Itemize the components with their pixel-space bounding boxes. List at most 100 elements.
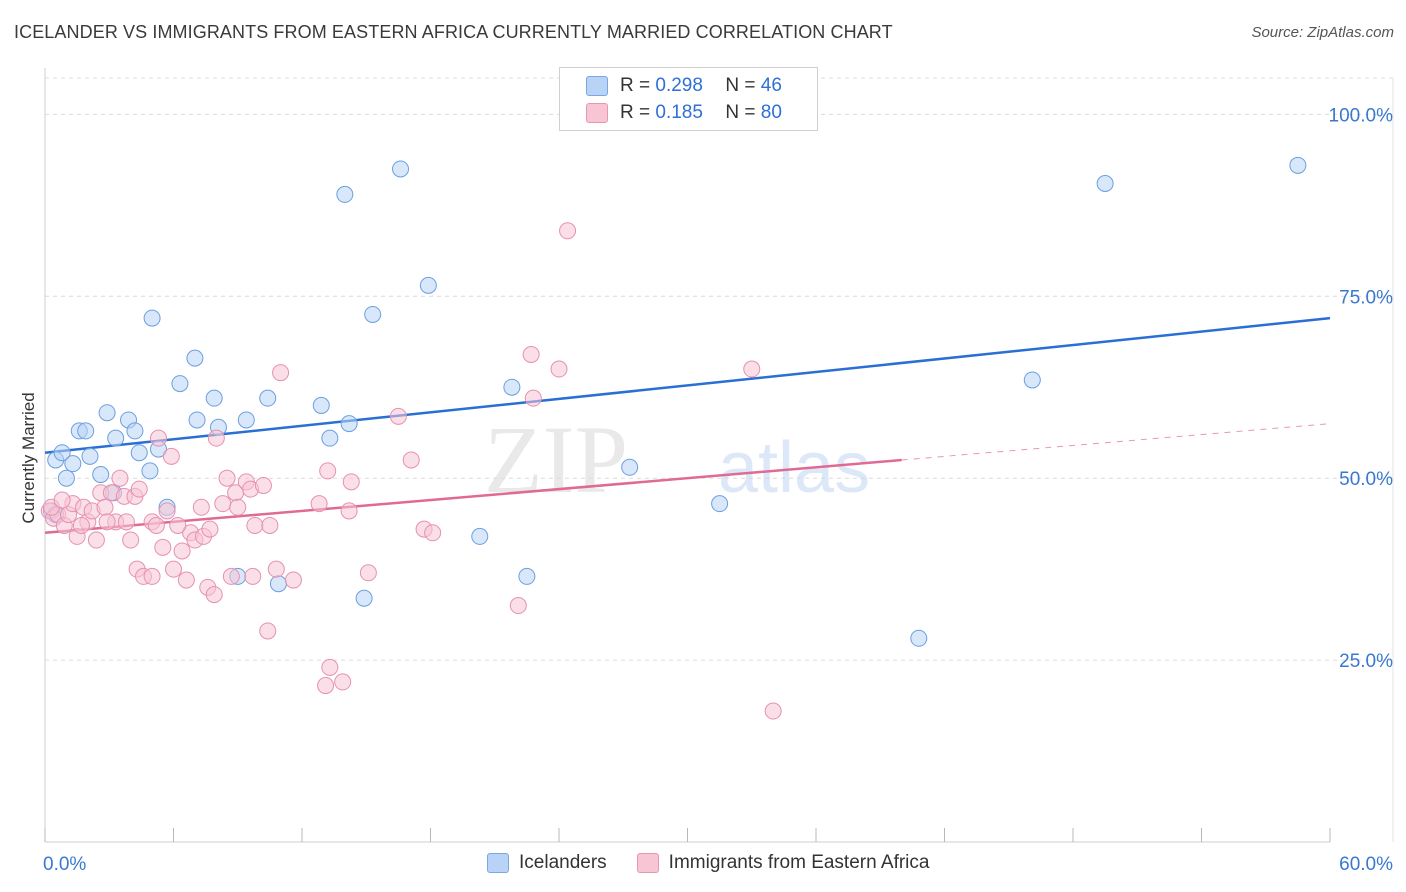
point-eastern-africa <box>244 567 262 585</box>
trendline-icelanders <box>44 316 1331 454</box>
source-credit: Source: ZipAtlas.com <box>1251 24 1394 41</box>
y-tick-label: 75.0% <box>1339 287 1393 308</box>
legend-swatch-pink <box>636 853 659 873</box>
point-icelanders <box>364 305 382 323</box>
r-label: R = <box>620 75 651 96</box>
data-points <box>40 156 1307 720</box>
point-eastern-africa <box>559 222 577 240</box>
legend-item-icelanders[interactable]: Icelanders <box>487 852 607 874</box>
point-icelanders <box>259 389 277 407</box>
point-eastern-africa <box>389 407 407 425</box>
point-eastern-africa <box>272 364 290 382</box>
point-eastern-africa <box>284 571 302 589</box>
legend-label: Icelanders <box>519 852 607 873</box>
point-icelanders <box>141 462 159 480</box>
point-eastern-africa <box>340 502 358 520</box>
stats-row-icelanders: R = 0.298 N = 46 <box>586 74 782 98</box>
point-eastern-africa <box>334 673 352 691</box>
point-icelanders <box>81 447 99 465</box>
point-eastern-africa <box>72 516 90 534</box>
point-icelanders <box>98 404 116 422</box>
y-tick-label: 25.0% <box>1339 651 1393 672</box>
point-eastern-africa <box>205 586 223 604</box>
point-eastern-africa <box>207 429 225 447</box>
point-eastern-africa <box>192 498 210 516</box>
y-axis-label: Currently Married <box>19 392 38 523</box>
point-eastern-africa <box>143 567 161 585</box>
point-icelanders <box>57 469 75 487</box>
point-eastern-africa <box>96 498 114 516</box>
point-eastern-africa <box>177 571 195 589</box>
point-icelanders <box>269 575 287 593</box>
point-eastern-africa <box>173 542 191 560</box>
point-icelanders <box>392 160 410 178</box>
point-eastern-africa <box>321 658 339 676</box>
point-eastern-africa <box>87 531 105 549</box>
point-icelanders <box>471 527 489 545</box>
point-icelanders <box>130 444 148 462</box>
point-eastern-africa <box>310 495 328 513</box>
point-eastern-africa <box>222 567 240 585</box>
point-eastern-africa <box>150 429 168 447</box>
legend-item-eastern-africa[interactable]: Immigrants from Eastern Africa <box>636 852 930 874</box>
y-tick-label: 50.0% <box>1339 469 1393 490</box>
point-icelanders <box>53 444 71 462</box>
point-eastern-africa <box>317 677 335 695</box>
point-eastern-africa <box>117 513 135 531</box>
point-eastern-africa <box>162 447 180 465</box>
point-icelanders <box>107 429 125 447</box>
legend-label: Immigrants from Eastern Africa <box>668 852 930 873</box>
point-eastern-africa <box>218 469 236 487</box>
trendline-eastern-africa <box>44 458 902 535</box>
point-eastern-africa <box>550 360 568 378</box>
axes <box>44 68 1394 843</box>
n-label: N = <box>725 75 756 96</box>
point-icelanders <box>910 629 928 647</box>
point-icelanders <box>419 276 437 294</box>
point-icelanders <box>621 458 639 476</box>
point-icelanders <box>188 411 206 429</box>
stats-row-eastern-africa: R = 0.185 N = 80 <box>586 101 782 125</box>
point-eastern-africa <box>524 389 542 407</box>
point-eastern-africa <box>764 702 782 720</box>
point-icelanders <box>355 589 373 607</box>
point-eastern-africa <box>201 520 219 538</box>
chart-title: ICELANDER VS IMMIGRANTS FROM EASTERN AFR… <box>14 22 893 42</box>
point-eastern-africa <box>169 516 187 534</box>
r-value: 0.298 <box>655 75 703 96</box>
r-label: R = <box>620 102 651 123</box>
point-icelanders <box>186 349 204 367</box>
legend-swatch-blue <box>586 76 608 96</box>
point-icelanders <box>711 495 729 513</box>
point-icelanders <box>171 375 189 393</box>
x-tick-labels: 0.0% 60.0% <box>43 854 1393 875</box>
point-icelanders <box>1289 156 1307 174</box>
legend-swatch-blue <box>487 853 509 873</box>
point-eastern-africa <box>111 469 129 487</box>
y-tick-label: 100.0% <box>1329 105 1394 126</box>
point-eastern-africa <box>522 345 540 363</box>
point-eastern-africa <box>130 480 148 498</box>
point-icelanders <box>312 396 330 414</box>
point-icelanders <box>321 429 339 447</box>
point-eastern-africa <box>53 491 71 509</box>
trendlines <box>44 316 1331 535</box>
legend-swatch-pink <box>586 103 608 123</box>
x-tick-label-left: 0.0% <box>43 854 86 875</box>
point-icelanders <box>237 411 255 429</box>
point-eastern-africa <box>214 495 232 513</box>
point-icelanders <box>336 185 354 203</box>
point-eastern-africa <box>147 516 165 534</box>
point-eastern-africa <box>424 524 442 542</box>
point-icelanders <box>340 415 358 433</box>
point-icelanders <box>518 567 536 585</box>
point-icelanders <box>503 378 521 396</box>
point-eastern-africa <box>319 462 337 480</box>
point-eastern-africa <box>154 538 172 556</box>
point-eastern-africa <box>743 360 761 378</box>
trendline-eastern-africa <box>901 423 1331 461</box>
point-icelanders <box>77 422 95 440</box>
y-tick-labels: 100.0% 75.0% 50.0% 25.0% <box>1329 105 1394 672</box>
n-value: 80 <box>760 102 782 123</box>
